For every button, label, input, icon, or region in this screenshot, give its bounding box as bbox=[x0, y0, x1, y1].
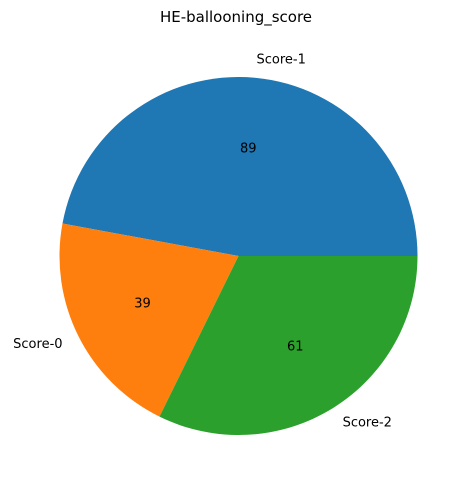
pie-slice-score-2 bbox=[159, 256, 418, 435]
pie-slice-score-1 bbox=[62, 76, 418, 256]
slice-label-score-0: Score-0 bbox=[13, 337, 62, 352]
value-label-score-2: 61 bbox=[287, 340, 304, 355]
slice-label-score-2: Score-2 bbox=[343, 416, 392, 431]
pie-slice-score-0 bbox=[59, 223, 239, 417]
slice-label-score-1: Score-1 bbox=[256, 52, 305, 67]
value-label-score-1: 89 bbox=[240, 142, 257, 157]
chart-title: HE-ballooning_score bbox=[159, 8, 313, 26]
value-label-score-0: 39 bbox=[134, 297, 151, 312]
